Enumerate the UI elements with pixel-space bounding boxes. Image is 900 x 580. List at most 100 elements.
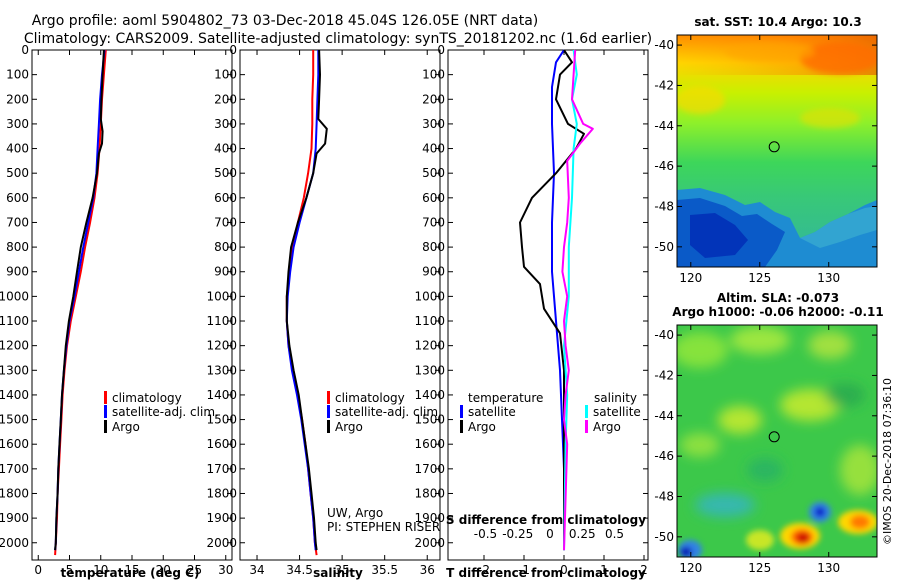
profile-line — [519, 49, 585, 551]
map-y-tick-label: -44 — [654, 119, 674, 133]
figure-title-line2: Climatology: CARS2009. Satellite-adjuste… — [24, 31, 652, 47]
map-x-tick-label: 120 — [679, 271, 702, 285]
depth-tick-label: 300 — [214, 117, 237, 131]
depth-tick-label: 2000 — [0, 536, 29, 550]
depth-tick-label: 900 — [422, 265, 445, 279]
sst-map-title: sat. SST: 10.4 Argo: 10.3 — [694, 15, 861, 29]
legend-label-t-argo: Argo — [468, 420, 496, 434]
depth-tick-label: 600 — [214, 191, 237, 205]
depth-tick-label: 1100 — [206, 314, 237, 328]
temperature-plot-frame — [31, 49, 233, 561]
map-y-tick-label: -42 — [654, 78, 674, 92]
temperature-panel: 0100200300400500600700800900100011001200… — [0, 43, 233, 580]
legend-swatch-satellite — [104, 405, 107, 418]
legend-label-climatology: climatology — [112, 391, 182, 405]
sla-map-frame — [676, 324, 878, 558]
x-tick-label: 35.5 — [371, 563, 398, 577]
difference-plot-frame — [447, 49, 649, 561]
map-x-tick-label: 125 — [748, 271, 771, 285]
sla-map-panel: Altim. SLA: -0.073 Argo h1000: -0.06 h20… — [654, 291, 883, 575]
map-x-tick-label: 130 — [817, 271, 840, 285]
depth-axis-ticks: 0 100 200 300 400 500 600 700 800 900 1000 1100 1200… — [0, 43, 232, 550]
depth-tick-label: 800 — [6, 240, 29, 254]
profile-line — [551, 49, 565, 551]
depth-tick-label: 0 — [229, 43, 237, 57]
sla-map-subtitle: Argo h1000: -0.06 h2000: -0.11 — [672, 305, 883, 319]
sst-map-ticks: 120 125 130 -40 -42 -44 -46 -48 -50 — [654, 35, 877, 285]
legend-swatch-s-satellite — [585, 405, 588, 418]
depth-tick-label: 1000 — [414, 289, 445, 303]
credit-line2: PI: STEPHEN RISER — [327, 520, 440, 534]
map-y-tick-label: -50 — [654, 240, 674, 254]
x-tick-label: 2 — [640, 563, 648, 577]
depth-tick-label: 1300 — [206, 363, 237, 377]
legend-title-salinity: salinity — [594, 391, 637, 405]
legend-swatch-argo — [327, 420, 330, 433]
depth-tick-label: 100 — [6, 68, 29, 82]
depth-tick-label: 900 — [214, 265, 237, 279]
legend-swatch-argo — [104, 420, 107, 433]
argo-location-marker — [768, 141, 780, 153]
depth-tick-label: 200 — [6, 92, 29, 106]
x-tick-label: 34 — [249, 563, 264, 577]
salinity-profiles — [285, 49, 328, 556]
map-y-tick-label: -46 — [654, 159, 674, 173]
legend-label-satellite: satellite-adj. clim. — [335, 405, 442, 419]
depth-tick-label: 400 — [422, 142, 445, 156]
depth-tick-label: 1000 — [0, 289, 29, 303]
depth-tick-label: 0 — [21, 43, 29, 57]
t-difference-axis-label: T difference from climatology — [446, 566, 646, 580]
credit-line1: UW, Argo — [327, 506, 383, 520]
difference-profiles — [519, 49, 594, 551]
difference-legend: temperature satellite Argo salinity sate… — [460, 391, 641, 434]
sst-map-panel: sat. SST: 10.4 Argo: 10.3 120 125 130 -40 -4… — [654, 15, 878, 285]
sla-map-ticks: 120 125 130 -40 -42 -44 -46 -48 -50 — [654, 325, 877, 575]
x-tick-label: 15 — [124, 563, 139, 577]
legend-swatch-t-argo — [460, 420, 463, 433]
depth-tick-label: 1500 — [414, 413, 445, 427]
salinity-plot-frame — [239, 49, 441, 561]
argo-location-marker — [768, 431, 780, 443]
depth-tick-label: 300 — [422, 117, 445, 131]
depth-tick-label: 1500 — [0, 413, 29, 427]
legend-label-argo: Argo — [335, 420, 363, 434]
s-difference-axis-label: S difference from climatology — [446, 513, 646, 527]
depth-tick-label: 1800 — [414, 486, 445, 500]
legend-swatch-t-satellite — [460, 405, 463, 418]
map-x-tick-label: 120 — [679, 561, 702, 575]
s-tick-label: 0 — [546, 527, 554, 541]
depth-tick-label: 700 — [422, 215, 445, 229]
x-tick-label: 36 — [420, 563, 435, 577]
legend-label-t-satellite: satellite — [468, 405, 516, 419]
map-x-tick-label: 130 — [817, 561, 840, 575]
depth-tick-label: 1400 — [206, 388, 237, 402]
depth-tick-label: 2000 — [414, 536, 445, 550]
x-tick-label: 0 — [560, 563, 568, 577]
temperature-legend: climatology satellite-adj. clim. Argo — [104, 391, 219, 434]
x-tick-label: 5 — [66, 563, 74, 577]
depth-tick-label: 1300 — [414, 363, 445, 377]
salinity-panel: 0 100 200 300 400 500 600 700 800 900 1000 1100 1200… — [206, 43, 441, 580]
depth-tick-label: 1200 — [206, 339, 237, 353]
legend-swatch-satellite — [327, 405, 330, 418]
depth-tick-label: 1600 — [206, 437, 237, 451]
depth-tick-label: 1800 — [0, 486, 29, 500]
depth-tick-label: 600 — [6, 191, 29, 205]
timestamp-credit: ©IMOS 20-Dec-2018 07:36:10 — [881, 378, 894, 545]
x-tick-label: 30 — [218, 563, 233, 577]
depth-tick-label: 1400 — [414, 388, 445, 402]
depth-tick-label: 200 — [422, 92, 445, 106]
temperature-profiles — [54, 49, 107, 556]
map-y-tick-label: -40 — [654, 38, 674, 52]
s-tick-label: -0.25 — [502, 527, 533, 541]
depth-tick-label: 1100 — [414, 314, 445, 328]
sla-map-title: Altim. SLA: -0.073 — [717, 291, 839, 305]
map-y-tick-label: -44 — [654, 409, 674, 423]
depth-tick-label: 300 — [6, 117, 29, 131]
sst-field — [677, 35, 877, 267]
legend-label-argo: Argo — [112, 420, 140, 434]
depth-tick-label: 1700 — [0, 462, 29, 476]
legend-label-satellite: satellite-adj. clim. — [112, 405, 219, 419]
depth-tick-label: 1100 — [0, 314, 29, 328]
